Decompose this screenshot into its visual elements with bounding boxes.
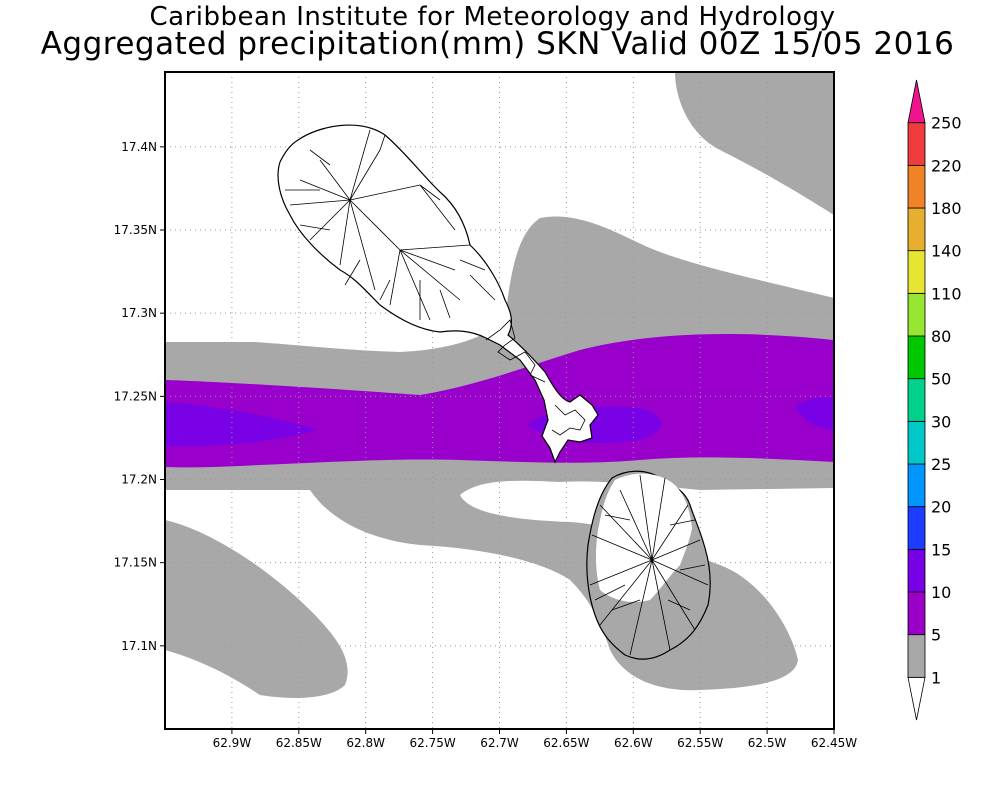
colorbar-label: 5 [931,626,941,645]
lat-tick-label: 17.2N [121,473,157,487]
lat-tick-label: 17.35N [114,223,157,237]
colorbar-segment [907,292,926,337]
title-institute: Caribbean Institute for Meteorology and … [149,2,836,32]
lat-tick-label: 17.15N [114,556,157,570]
colorbar-label: 20 [931,498,951,517]
colorbar-label: 250 [931,114,962,133]
colorbar-label: 180 [931,199,962,218]
lon-tick-label: 62.75W [409,736,455,750]
precip-area-10-15 [165,402,318,447]
lat-tick-label: 17.1N [121,639,157,653]
lon-tick-label: 62.45W [811,736,857,750]
colorbar-label: 15 [931,540,951,559]
colorbar-segment [907,591,926,636]
colorbar-segment [907,207,926,252]
island-st-kitts [277,124,599,464]
lon-tick-label: 62.65W [543,736,589,750]
precip-area-1-5 [165,520,348,698]
st-kitts-outline [277,124,599,464]
colorbar-segment [907,335,926,380]
colorbar-label: 220 [931,156,962,175]
colorbar-segment [907,122,926,166]
colorbar-segment [907,463,926,508]
colorbar-segment [907,506,926,550]
colorbar-label: 30 [931,412,951,431]
colorbar-segment [907,79,926,124]
lat-tick-label: 17.3N [121,306,157,320]
lat-tick-label: 17.25N [114,389,157,403]
title-product: Aggregated precipitation(mm) SKN Valid 0… [40,26,955,62]
lon-tick-label: 62.85W [276,736,322,750]
colorbar-segment [907,378,926,422]
lon-tick-label: 62.8W [346,736,385,750]
lon-tick-label: 62.5W [748,736,787,750]
colorbar-label: 10 [931,583,951,602]
lon-tick-label: 62.7W [480,736,519,750]
colorbar-label: 50 [931,370,951,389]
nevis-dry-area [595,473,692,602]
colorbar-label: 1 [931,668,941,687]
colorbar-segment [907,420,926,465]
colorbar-segment [907,676,926,721]
colorbar-label: 140 [931,242,962,261]
precip-area-1-5 [675,72,834,215]
colorbar-label: 25 [931,455,951,474]
lon-tick-label: 62.55W [677,736,723,750]
lon-tick-label: 62.9W [213,736,252,750]
precip-area-5-10 [165,334,834,468]
lon-tick-label: 62.6W [614,736,653,750]
colorbar-segment [907,634,926,678]
colorbar-segment [907,164,926,209]
precip-area-10-15 [796,397,834,430]
colorbar-label: 110 [931,284,962,303]
colorbar-segment [907,548,926,593]
colorbar-label: 80 [931,327,951,346]
precip-field [165,72,834,698]
colorbar-segment [907,250,926,294]
lat-tick-label: 17.4N [121,140,157,154]
lon-axis: 62.9W 62.85W 62.8W 62.75W 62.7W 62.65W 62.6W 62… [213,729,857,750]
lat-axis: 17.4N 17.35N 17.3N 17.25N 17.2N 17.15N 17.1N [114,140,165,653]
island-nevis [586,470,711,660]
